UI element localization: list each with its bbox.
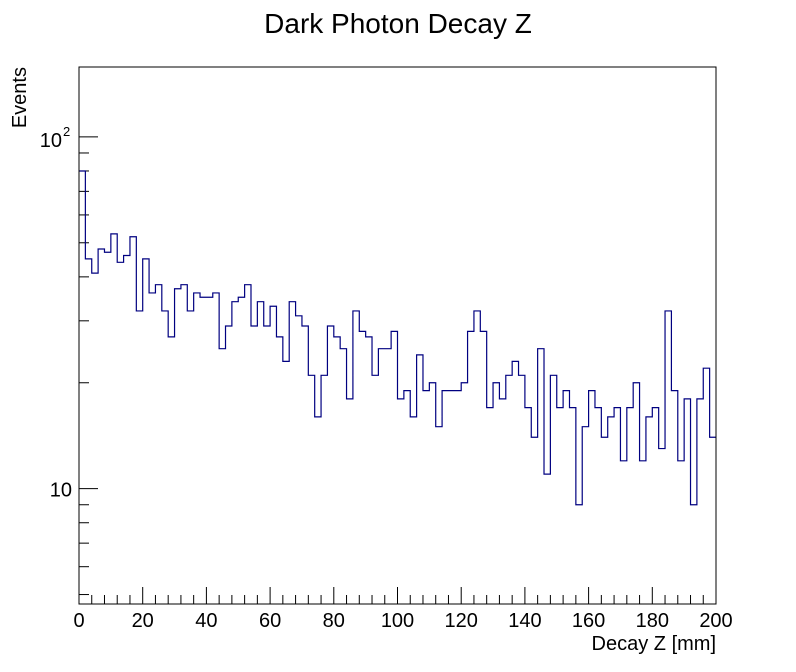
y-tick-label: 10 <box>50 480 72 502</box>
x-tick-label: 100 <box>381 610 414 632</box>
x-tick-label: 60 <box>259 610 281 632</box>
x-tick-label: 0 <box>73 610 84 632</box>
x-tick-label: 120 <box>445 610 478 632</box>
x-tick-label: 140 <box>508 610 541 632</box>
y-tick-label-exponent: 2 <box>63 124 70 139</box>
histogram-line <box>79 170 716 506</box>
x-tick-label: 80 <box>323 610 345 632</box>
y-tick-label: 10 <box>40 130 62 152</box>
plot-frame <box>78 66 717 605</box>
x-tick-label: 160 <box>572 610 605 632</box>
x-tick-label: 180 <box>636 610 669 632</box>
x-tick-label: 20 <box>132 610 154 632</box>
x-tick-label: 40 <box>195 610 217 632</box>
x-tick-label: 200 <box>699 610 732 632</box>
chart-title: Dark Photon Decay Z <box>264 8 532 39</box>
x-axis-label: Decay Z [mm] <box>592 633 716 655</box>
y-axis-label: Events <box>9 67 31 128</box>
